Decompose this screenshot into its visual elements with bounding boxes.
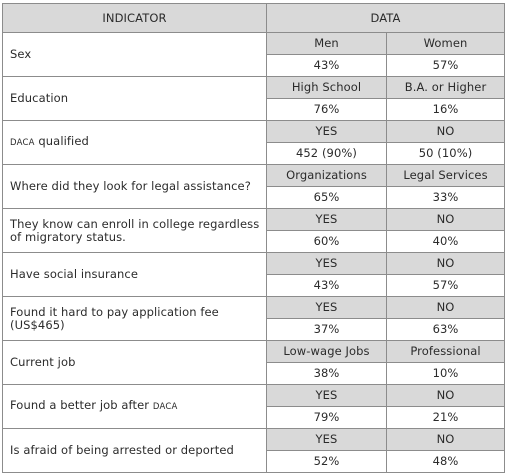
value-cell: 38%	[266, 362, 387, 385]
value-cell: 52%	[266, 450, 387, 473]
value-cell: 63%	[386, 318, 505, 341]
option-cell: YES	[266, 120, 387, 143]
table-row: DACA qualified YES NO	[2, 120, 505, 165]
table-row: 79% 21%	[3, 406, 505, 429]
indicator-afraid-of-arrest: Is afraid of being arrested or deported	[2, 428, 267, 473]
daca-abbrev: DACA	[10, 138, 35, 148]
option-cell: B.A. or Higher	[386, 76, 505, 99]
table-row: 37% 63%	[3, 318, 505, 341]
option-cell: YES	[266, 208, 387, 231]
daca-abbrev: DACA	[152, 402, 178, 412]
value-cell: 33%	[386, 186, 505, 209]
indicator-text: Found a better job after	[10, 398, 153, 412]
header-row: INDICATOR DATA	[2, 3, 505, 33]
option-cell: Women	[386, 32, 505, 55]
table-row: Where did they look for legal assistance…	[2, 164, 505, 209]
indicator-application-fee: Found it hard to pay application fee (US…	[2, 296, 267, 341]
option-cell: NO	[386, 208, 505, 231]
value-cell: 37%	[266, 318, 387, 341]
value-cell: 76%	[266, 98, 387, 121]
value-cell: 43%	[266, 54, 387, 77]
option-cell: High School	[266, 76, 387, 99]
option-cell: NO	[386, 252, 505, 275]
table-row: Have social insurance YES NO	[2, 252, 505, 297]
option-cell: Professional	[386, 340, 505, 363]
value-cell: 57%	[386, 274, 505, 297]
option-cell: NO	[386, 296, 505, 319]
option-cell: YES	[266, 384, 387, 407]
table-row: 43% 57%	[3, 274, 505, 297]
value-cell: 21%	[386, 406, 505, 429]
option-cell: NO	[386, 120, 505, 143]
indicator-sex: Sex	[2, 32, 267, 77]
option-cell: NO	[386, 428, 505, 451]
indicator-college-enrollment: They know can enroll in college regardle…	[2, 208, 267, 253]
indicator-social-insurance: Have social insurance	[2, 252, 267, 297]
option-cell: Men	[266, 32, 387, 55]
daca-survey-table: INDICATOR DATA Sex Men Women 43% 57% Edu…	[2, 3, 505, 473]
table-row: Education High School B.A. or Higher	[2, 76, 505, 121]
table-row: 38% 10%	[3, 362, 505, 385]
option-cell: YES	[266, 252, 387, 275]
indicator-text: qualified	[34, 134, 89, 148]
indicator-legal-assistance: Where did they look for legal assistance…	[2, 164, 267, 209]
value-cell: 43%	[266, 274, 387, 297]
data-column-header: DATA	[266, 3, 505, 33]
daca-survey-table-wrapper: INDICATOR DATA Sex Men Women 43% 57% Edu…	[2, 3, 505, 473]
value-cell: 50 (10%)	[386, 142, 505, 165]
option-cell: YES	[266, 296, 387, 319]
indicator-column-header: INDICATOR	[2, 3, 267, 33]
value-cell: 79%	[266, 406, 387, 429]
table-row: 60% 40%	[3, 230, 505, 253]
table-row: Sex Men Women	[2, 32, 505, 77]
value-cell: 48%	[386, 450, 505, 473]
option-cell: Organizations	[266, 164, 387, 187]
value-cell: 60%	[266, 230, 387, 253]
option-cell: YES	[266, 428, 387, 451]
table-row: Found it hard to pay application fee (US…	[2, 296, 505, 341]
value-cell: 10%	[386, 362, 505, 385]
table-row: 452 (90%) 50 (10%)	[3, 142, 505, 165]
indicator-current-job: Current job	[2, 340, 267, 385]
table-row: Is afraid of being arrested or deported …	[2, 428, 505, 473]
value-cell: 65%	[266, 186, 387, 209]
table-row: 43% 57%	[3, 54, 505, 77]
option-cell: Low-wage Jobs	[266, 340, 387, 363]
value-cell: 40%	[386, 230, 505, 253]
indicator-better-job: Found a better job after DACA	[2, 384, 267, 429]
value-cell: 452 (90%)	[266, 142, 387, 165]
option-cell: Legal Services	[386, 164, 505, 187]
option-cell: NO	[386, 384, 505, 407]
table-row: They know can enroll in college regardle…	[2, 208, 505, 253]
table-row: 76% 16%	[3, 98, 505, 121]
value-cell: 16%	[386, 98, 505, 121]
value-cell: 57%	[386, 54, 505, 77]
table-row: Found a better job after DACA YES NO	[2, 384, 505, 429]
indicator-education: Education	[2, 76, 267, 121]
table-row: Current job Low-wage Jobs Professional	[2, 340, 505, 385]
indicator-daca-qualified: DACA qualified	[2, 120, 267, 165]
